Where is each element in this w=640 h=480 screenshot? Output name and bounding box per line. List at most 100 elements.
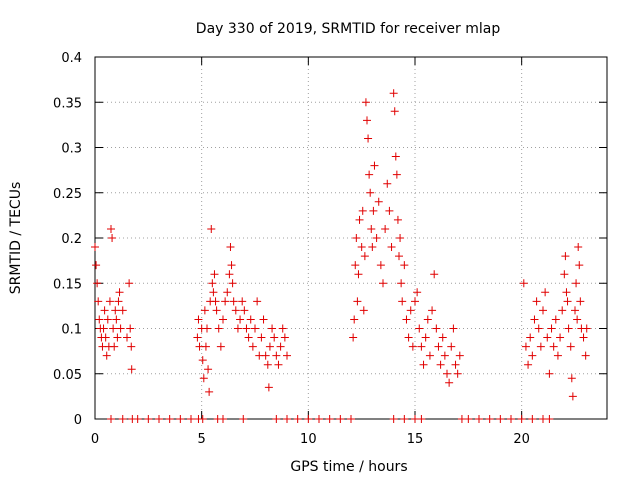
data-point	[374, 197, 383, 206]
data-point	[547, 324, 556, 333]
y-tick-label: 0.3	[61, 142, 82, 157]
data-point	[283, 415, 291, 423]
data-point	[261, 351, 270, 360]
data-point	[114, 297, 123, 306]
data-point	[193, 333, 202, 342]
data-point	[194, 315, 203, 324]
data-point	[100, 306, 109, 315]
data-point	[532, 297, 541, 306]
data-point	[421, 333, 430, 342]
data-point	[198, 415, 207, 423]
x-tick-label: 15	[407, 432, 424, 447]
data-point	[389, 89, 398, 98]
data-point	[228, 279, 237, 288]
data-point	[144, 415, 153, 423]
data-point	[425, 351, 434, 360]
data-point	[276, 342, 285, 351]
data-point	[571, 306, 579, 315]
data-point	[265, 342, 274, 351]
data-point	[203, 324, 211, 333]
data-point	[519, 279, 528, 288]
data-point	[94, 297, 103, 306]
data-point	[351, 261, 360, 270]
data-point	[257, 333, 266, 342]
data-point	[349, 333, 358, 342]
data-point	[208, 279, 217, 288]
data-point	[165, 415, 174, 423]
data-point	[272, 351, 281, 360]
data-point	[419, 360, 428, 369]
data-point	[274, 360, 283, 369]
data-point	[221, 297, 230, 306]
data-point	[383, 179, 392, 188]
data-point	[564, 324, 573, 333]
data-point	[239, 415, 248, 423]
data-point	[524, 360, 533, 369]
data-point	[526, 333, 535, 342]
data-point	[211, 297, 220, 306]
data-point	[118, 415, 127, 423]
data-point	[207, 224, 216, 233]
data-point	[113, 333, 122, 342]
data-point	[528, 415, 537, 423]
data-point	[549, 342, 558, 351]
data-point	[200, 306, 209, 315]
data-point	[574, 243, 583, 252]
data-point	[370, 161, 379, 170]
data-point	[385, 206, 394, 215]
axis-ticks: 0 0.05 0.1 0.15 0.2 0.25 0.3 0.35 0.4 0 5 10 15 20	[53, 51, 607, 447]
data-point	[209, 288, 218, 297]
data-point	[545, 369, 554, 378]
data-point	[543, 333, 552, 342]
data-point	[572, 279, 581, 288]
data-point	[579, 333, 588, 342]
data-point	[118, 306, 127, 315]
data-point	[449, 324, 458, 333]
y-tick-label: 0.05	[53, 368, 82, 383]
data-point	[545, 415, 554, 423]
data-point	[363, 116, 371, 125]
data-point	[390, 107, 399, 116]
data-point	[436, 360, 445, 369]
data-point	[430, 270, 439, 279]
data-point	[108, 234, 117, 242]
data-point	[496, 415, 505, 423]
data-point	[551, 315, 560, 324]
data-point	[391, 152, 400, 161]
data-point	[125, 279, 134, 288]
data-point	[315, 415, 323, 423]
data-point	[397, 279, 406, 288]
data-point	[440, 351, 449, 360]
data-point	[443, 369, 451, 378]
data-point	[438, 333, 447, 342]
data-point	[411, 297, 419, 306]
data-point	[205, 387, 214, 396]
data-point	[359, 306, 368, 315]
data-point	[91, 243, 99, 252]
data-point	[365, 170, 374, 179]
data-point	[223, 288, 232, 297]
data-point	[112, 315, 121, 324]
data-point	[229, 297, 238, 306]
data-point	[110, 342, 119, 351]
x-tick-label: 0	[91, 432, 99, 447]
data-point	[560, 270, 569, 279]
data-point	[573, 315, 582, 324]
data-point	[187, 415, 195, 423]
data-point	[270, 333, 279, 342]
data-point	[95, 315, 104, 324]
data-point	[123, 333, 131, 342]
data-point	[111, 306, 120, 315]
data-point	[406, 306, 415, 315]
data-point	[115, 288, 124, 297]
data-point	[133, 415, 142, 423]
data-point	[361, 98, 370, 107]
data-point	[102, 351, 111, 360]
data-point	[248, 342, 257, 351]
data-point	[264, 383, 273, 392]
data-point	[233, 324, 242, 333]
y-tick-label: 0.1	[61, 323, 82, 338]
data-point	[240, 306, 249, 315]
data-point	[451, 360, 460, 369]
data-point	[369, 206, 378, 215]
